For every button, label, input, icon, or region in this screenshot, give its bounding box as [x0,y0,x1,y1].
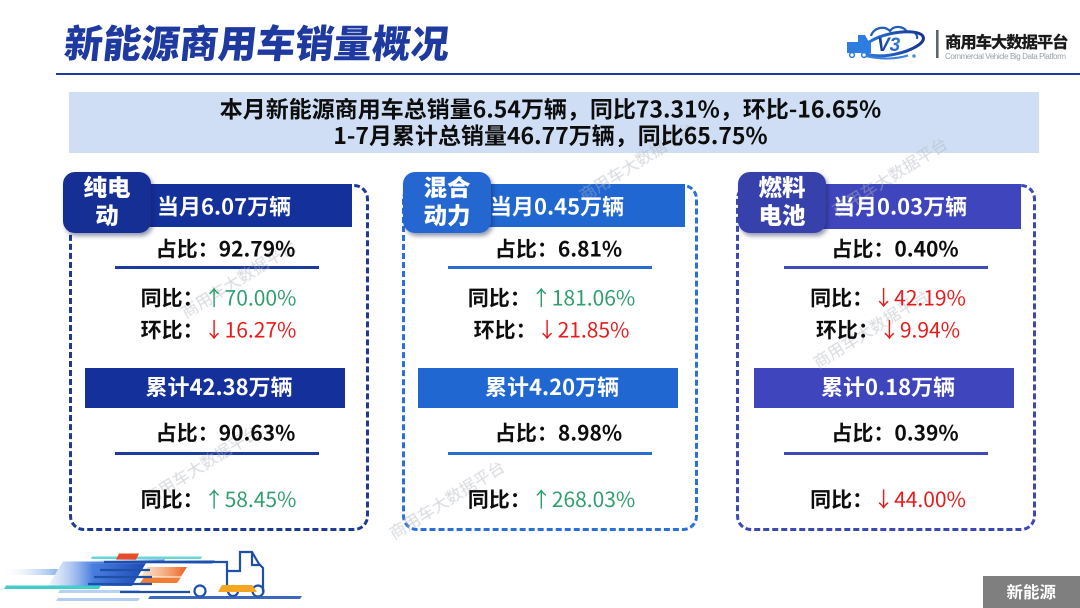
svg-text:V3: V3 [877,35,901,56]
svg-text:Commercial Vehicle Big Data Pl: Commercial Vehicle Big Data Platform [945,52,1066,61]
